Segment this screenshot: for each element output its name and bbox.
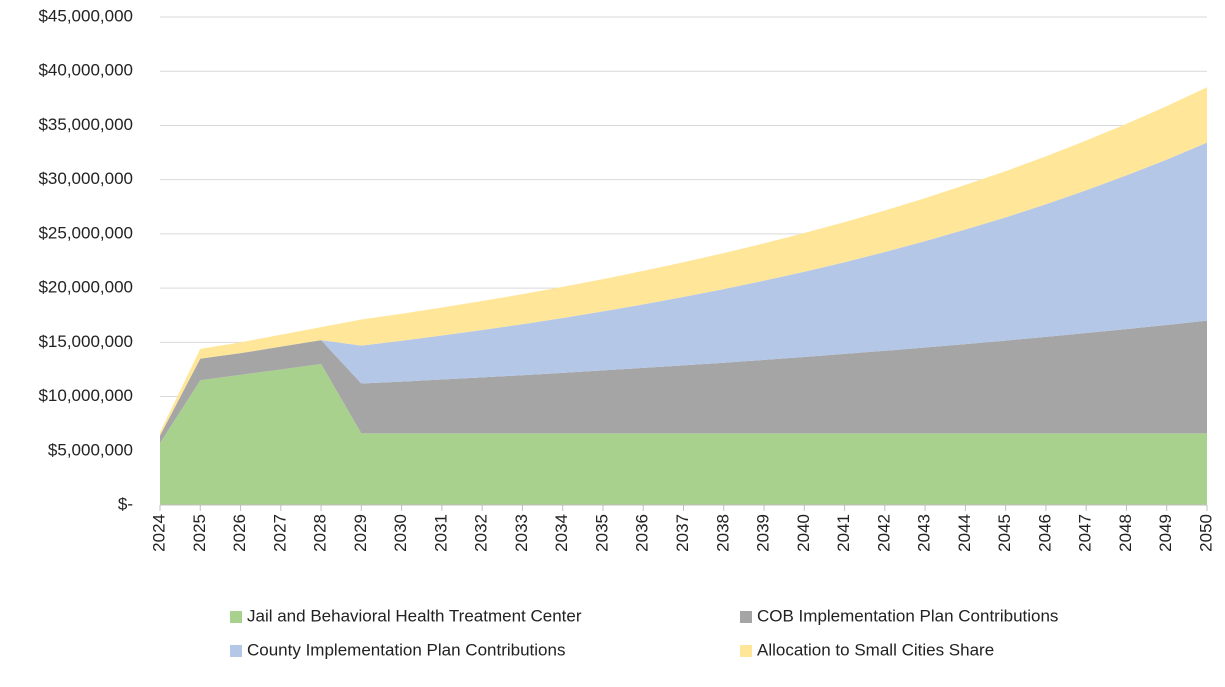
legend-swatch (740, 611, 752, 623)
x-tick-label: 2027 (270, 514, 289, 552)
area (160, 142, 1207, 436)
x-tick-label: 2037 (673, 514, 692, 552)
y-tick-label: $45,000,000 (38, 6, 133, 25)
y-tick-label: $40,000,000 (38, 61, 133, 80)
x-tick-label: 2045 (995, 514, 1014, 552)
y-tick-label: $30,000,000 (38, 169, 133, 188)
legend-label: Allocation to Small Cities Share (757, 640, 994, 659)
x-tick-label: 2024 (149, 514, 168, 552)
x-tick-label: 2040 (794, 514, 813, 552)
x-tick-label: 2050 (1196, 514, 1215, 552)
x-tick-label: 2034 (552, 514, 571, 552)
x-tick-label: 2044 (955, 514, 974, 552)
area (160, 320, 1207, 444)
y-tick-label: $- (118, 494, 133, 513)
x-tick-label: 2028 (311, 514, 330, 552)
legend-label: County Implementation Plan Contributions (247, 640, 565, 659)
y-tick-label: $35,000,000 (38, 115, 133, 134)
x-tick-label: 2039 (754, 514, 773, 552)
x-tick-label: 2035 (592, 514, 611, 552)
x-tick-label: 2025 (190, 514, 209, 552)
y-tick-label: $10,000,000 (38, 386, 133, 405)
x-tick-label: 2026 (230, 514, 249, 552)
legend-swatch (740, 645, 752, 657)
y-tick-label: $20,000,000 (38, 278, 133, 297)
x-tick-label: 2030 (391, 514, 410, 552)
x-tick-label: 2042 (874, 514, 893, 552)
x-tick-label: 2031 (431, 514, 450, 552)
x-tick-label: 2048 (1116, 514, 1135, 552)
x-tick-label: 2049 (1156, 514, 1175, 552)
x-tick-label: 2033 (512, 514, 531, 552)
legend-label: COB Implementation Plan Contributions (757, 606, 1058, 625)
y-tick-label: $15,000,000 (38, 332, 133, 351)
x-tick-label: 2041 (834, 514, 853, 552)
legend-swatch (230, 611, 242, 623)
x-tick-label: 2046 (1035, 514, 1054, 552)
legend-swatch (230, 645, 242, 657)
area (160, 364, 1207, 505)
y-tick-label: $25,000,000 (38, 223, 133, 242)
legend-label: Jail and Behavioral Health Treatment Cen… (247, 606, 582, 625)
x-tick-label: 2036 (633, 514, 652, 552)
x-tick-label: 2043 (915, 514, 934, 552)
y-tick-label: $5,000,000 (48, 440, 133, 459)
x-tick-label: 2038 (713, 514, 732, 552)
x-tick-label: 2032 (472, 514, 491, 552)
x-tick-label: 2029 (351, 514, 370, 552)
x-tick-label: 2047 (1076, 514, 1095, 552)
